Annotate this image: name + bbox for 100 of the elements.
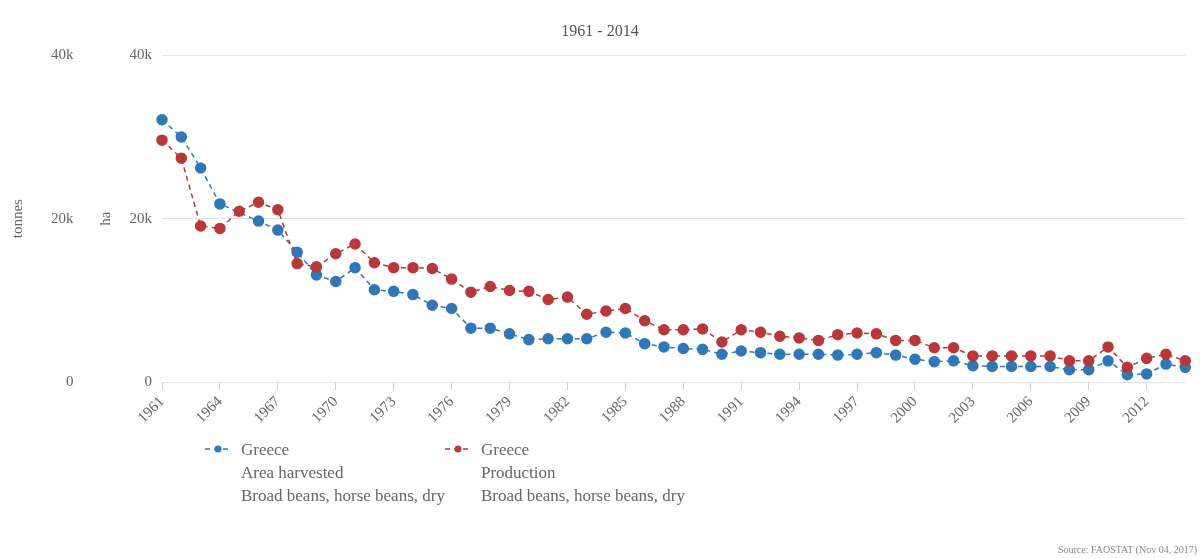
point — [387, 261, 400, 274]
point — [252, 215, 265, 227]
point — [272, 203, 284, 216]
point — [947, 355, 960, 367]
point — [484, 322, 496, 334]
point — [484, 280, 496, 293]
y-tick-label: 0 — [144, 373, 152, 389]
point — [658, 341, 670, 353]
point — [909, 353, 921, 365]
point — [1179, 355, 1192, 367]
point — [774, 330, 786, 343]
point — [156, 134, 168, 146]
point — [387, 285, 400, 298]
y-axis-title: ha — [97, 211, 114, 226]
point — [291, 246, 303, 258]
point — [561, 333, 574, 345]
point — [812, 334, 825, 347]
point — [716, 336, 728, 348]
point — [1102, 341, 1114, 353]
point — [330, 248, 342, 260]
point — [465, 286, 477, 298]
point — [407, 261, 419, 274]
point — [1140, 352, 1153, 365]
point — [252, 196, 265, 209]
y2-tick-label: 0 — [66, 373, 74, 389]
y2-axis-title: tonnes — [8, 198, 25, 239]
point — [1102, 355, 1114, 367]
point — [542, 333, 554, 345]
point — [1044, 360, 1056, 373]
y-tick-label: 20k — [129, 209, 153, 226]
point — [194, 220, 207, 232]
point — [870, 346, 883, 359]
point — [426, 299, 439, 311]
point — [503, 328, 516, 340]
point — [330, 275, 342, 288]
point — [368, 283, 381, 296]
point — [754, 346, 767, 359]
point — [967, 350, 979, 362]
point — [581, 308, 593, 320]
y2-tick-label: 20k — [51, 209, 74, 226]
y-tick-label: 40k — [129, 46, 153, 63]
point — [986, 350, 998, 362]
point — [889, 334, 902, 347]
point — [600, 305, 612, 317]
point — [986, 360, 998, 373]
point — [851, 348, 863, 361]
point — [407, 288, 419, 301]
point — [600, 326, 612, 338]
point — [349, 261, 361, 274]
point — [214, 198, 226, 210]
point — [696, 343, 709, 356]
point — [832, 328, 844, 341]
point — [1044, 350, 1056, 362]
point — [1025, 360, 1037, 373]
point — [233, 205, 245, 218]
point — [638, 337, 651, 350]
point — [870, 328, 883, 340]
point — [696, 323, 709, 335]
point — [928, 355, 941, 368]
point — [349, 238, 361, 250]
chart-subtitle: 1961 - 2014 — [561, 21, 639, 39]
point — [426, 262, 439, 275]
point — [194, 162, 207, 174]
point — [445, 273, 458, 285]
point — [1160, 348, 1172, 361]
point — [677, 324, 690, 336]
point — [272, 224, 284, 236]
point — [793, 332, 805, 344]
point — [677, 342, 690, 355]
point — [214, 222, 226, 235]
point — [503, 284, 516, 297]
point — [542, 293, 554, 306]
point — [1140, 368, 1153, 380]
point — [156, 114, 168, 126]
point — [1005, 350, 1018, 362]
point — [175, 131, 188, 143]
point — [523, 285, 535, 298]
legend-label: Greece Area harvested Broad beans, horse beans, dry — [241, 439, 445, 507]
point — [1121, 361, 1134, 374]
point — [1005, 360, 1018, 373]
point — [909, 334, 921, 347]
point — [175, 152, 188, 164]
point — [1025, 350, 1037, 362]
point — [812, 348, 825, 361]
legend-label: Greece Production Broad beans, horse beans, dry — [480, 439, 685, 507]
point — [561, 291, 574, 303]
point — [716, 348, 728, 361]
point — [793, 348, 805, 361]
point — [445, 302, 458, 315]
point — [928, 341, 941, 354]
point — [851, 327, 863, 339]
point — [774, 348, 786, 361]
point — [581, 333, 593, 345]
y2-tick-label: 40k — [51, 46, 74, 63]
point — [619, 327, 632, 339]
point — [638, 315, 651, 327]
point — [889, 349, 902, 361]
point — [735, 345, 747, 357]
x-tick-label: 1979 — [481, 393, 515, 426]
point — [658, 324, 670, 336]
